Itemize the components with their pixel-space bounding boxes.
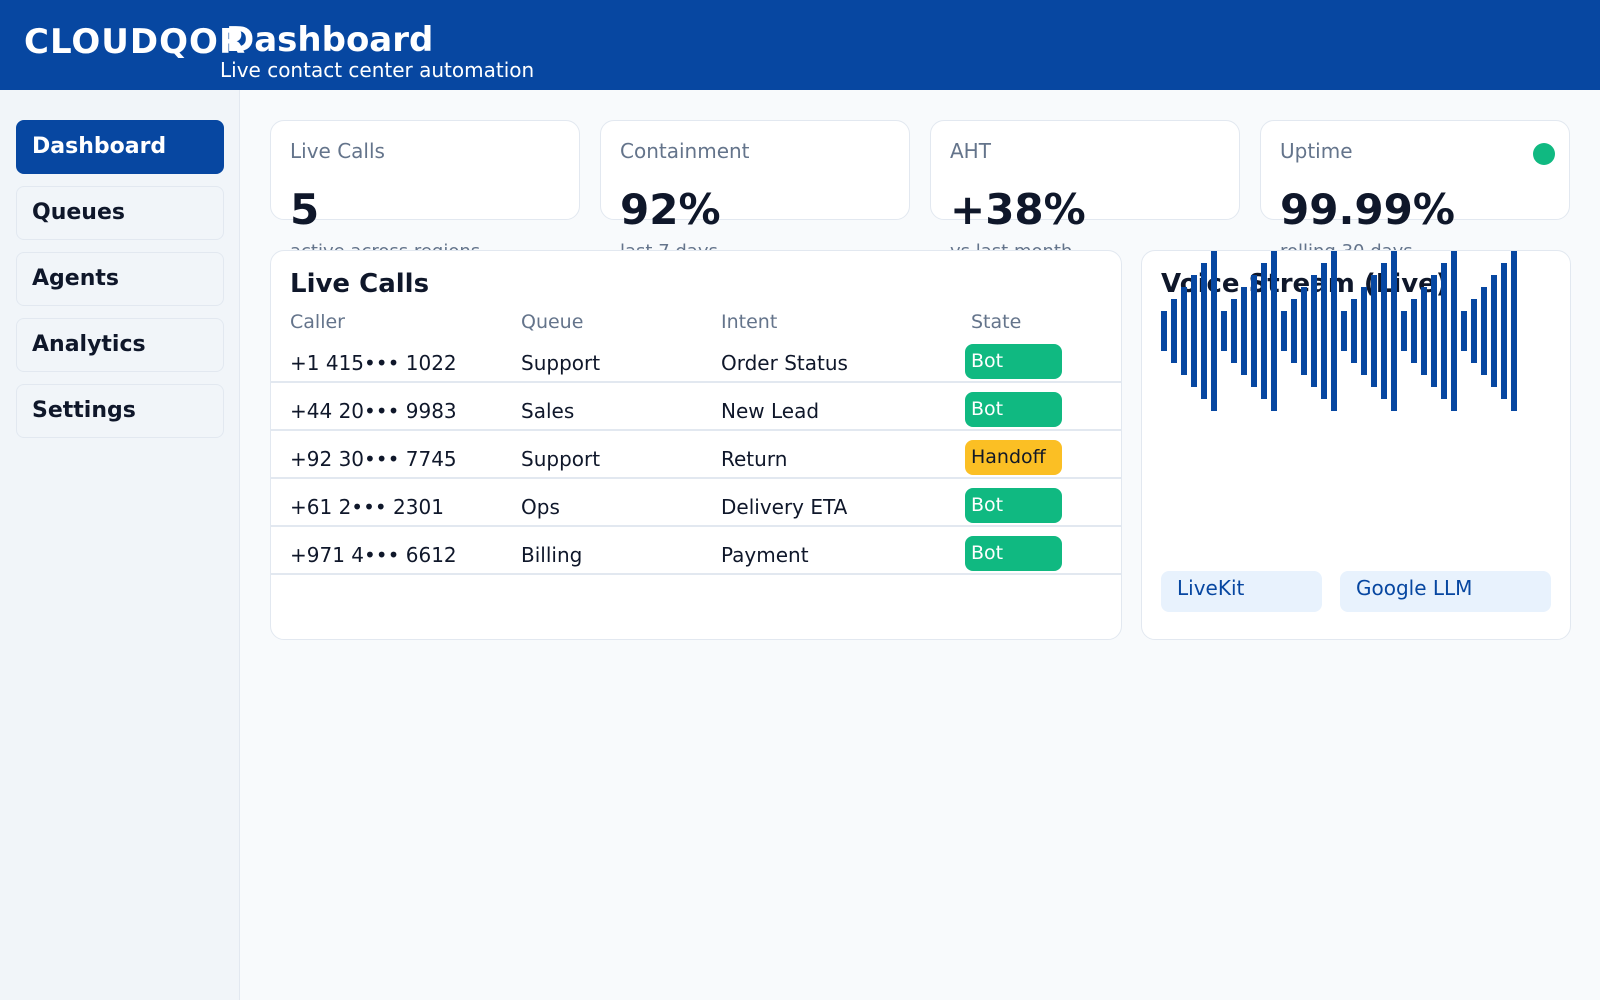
waveform-bar (1271, 251, 1277, 411)
waveform-bar (1471, 299, 1477, 363)
column-header-caller: Caller (290, 311, 345, 333)
sidebar: Dashboard Queues Agents Analytics Settin… (0, 90, 240, 1000)
queue-cell: Sales (521, 399, 575, 423)
waveform-bar (1371, 275, 1377, 387)
kpi-value: 5 (290, 185, 320, 234)
intent-cell: Payment (721, 543, 809, 567)
intent-cell: Order Status (721, 351, 848, 375)
kpi-card-live-calls: Live Calls 5 active across regions (270, 120, 580, 262)
kpi-card-uptime: Uptime 99.99% rolling 30 days (1260, 120, 1570, 262)
waveform-bar (1491, 275, 1497, 387)
waveform-bar (1481, 287, 1487, 375)
sidebar-item-agents[interactable]: Agents (16, 252, 224, 306)
caller-cell: +92 30••• 7745 (290, 447, 457, 471)
waveform-bar (1181, 287, 1187, 375)
column-header-state: State (971, 311, 1022, 333)
status-dot-icon (1533, 143, 1555, 165)
sidebar-item-dashboard[interactable]: Dashboard (16, 120, 224, 174)
waveform-bar (1311, 275, 1317, 387)
state-badge[interactable]: Handoff (965, 440, 1062, 475)
queue-cell: Ops (521, 495, 560, 519)
table-row[interactable]: +61 2••• 2301 Ops Delivery ETA Bot (271, 479, 1121, 527)
waveform-bar (1211, 251, 1217, 411)
queue-cell: Billing (521, 543, 583, 567)
kpi-value: +38% (950, 185, 1086, 234)
waveform-bar (1401, 311, 1407, 351)
sidebar-item-analytics[interactable]: Analytics (16, 318, 224, 372)
waveform-bar (1501, 263, 1507, 399)
waveform-bar (1341, 311, 1347, 351)
caller-cell: +971 4••• 6612 (290, 543, 457, 567)
live-calls-panel: Live Calls Caller Queue Intent State +1 … (270, 250, 1122, 640)
waveform-bar (1261, 263, 1267, 399)
table-row[interactable]: +92 30••• 7745 Support Return Handoff (271, 431, 1121, 479)
kpi-value: 99.99% (1280, 185, 1455, 234)
kpi-value: 92% (620, 185, 721, 234)
waveform-bar (1451, 251, 1457, 411)
audio-waveform (1161, 251, 1517, 411)
intent-cell: Delivery ETA (721, 495, 848, 519)
waveform-bar (1421, 287, 1427, 375)
caller-cell: +61 2••• 2301 (290, 495, 444, 519)
app-header: CLOUDQOR Dashboard Live contact center a… (0, 0, 1600, 90)
table-row[interactable]: +44 20••• 9983 Sales New Lead Bot (271, 383, 1121, 431)
table-row[interactable]: +971 4••• 6612 Billing Payment Bot (271, 527, 1121, 575)
waveform-bar (1381, 263, 1387, 399)
waveform-bar (1171, 299, 1177, 363)
waveform-bar (1221, 311, 1227, 351)
sidebar-item-settings[interactable]: Settings (16, 384, 224, 438)
waveform-bar (1361, 287, 1367, 375)
waveform-bar (1511, 251, 1517, 411)
intent-cell: Return (721, 447, 788, 471)
waveform-bar (1441, 263, 1447, 399)
waveform-bar (1191, 275, 1197, 387)
kpi-label: Containment (620, 139, 750, 163)
waveform-bar (1461, 311, 1467, 351)
waveform-bar (1201, 263, 1207, 399)
waveform-bar (1411, 299, 1417, 363)
page-title: Dashboard (226, 20, 434, 60)
waveform-bar (1431, 275, 1437, 387)
waveform-bar (1321, 263, 1327, 399)
waveform-bar (1281, 311, 1287, 351)
intent-cell: New Lead (721, 399, 820, 423)
kpi-label: Live Calls (290, 139, 385, 163)
waveform-bar (1391, 251, 1397, 411)
state-badge[interactable]: Bot (965, 488, 1062, 523)
panel-title: Live Calls (290, 269, 430, 299)
queue-cell: Support (521, 351, 601, 375)
queue-cell: Support (521, 447, 601, 471)
kpi-label: Uptime (1280, 139, 1353, 163)
waveform-bar (1331, 251, 1337, 411)
waveform-bar (1231, 299, 1237, 363)
waveform-bar (1291, 299, 1297, 363)
state-badge[interactable]: Bot (965, 392, 1062, 427)
kpi-label: AHT (950, 139, 991, 163)
google-llm-chip[interactable]: Google LLM (1340, 571, 1551, 612)
waveform-bar (1241, 287, 1247, 375)
state-badge[interactable]: Bot (965, 536, 1062, 571)
brand-logo[interactable]: CLOUDQOR (24, 22, 247, 62)
voice-stream-panel: Voice Stream (Live) LiveKit Google LLM (1141, 250, 1571, 640)
kpi-card-containment: Containment 92% last 7 days (600, 120, 910, 262)
state-badge[interactable]: Bot (965, 344, 1062, 379)
waveform-bar (1161, 311, 1167, 351)
sidebar-item-queues[interactable]: Queues (16, 186, 224, 240)
caller-cell: +44 20••• 9983 (290, 399, 457, 423)
waveform-bar (1301, 287, 1307, 375)
column-header-queue: Queue (521, 311, 584, 333)
livekit-chip[interactable]: LiveKit (1161, 571, 1322, 612)
waveform-bar (1351, 299, 1357, 363)
waveform-bar (1251, 275, 1257, 387)
table-row[interactable]: +1 415••• 1022 Support Order Status Bot (271, 335, 1121, 383)
column-header-intent: Intent (721, 311, 778, 333)
caller-cell: +1 415••• 1022 (290, 351, 457, 375)
page-subtitle: Live contact center automation (220, 58, 535, 82)
kpi-card-aht: AHT +38% vs last month (930, 120, 1240, 262)
